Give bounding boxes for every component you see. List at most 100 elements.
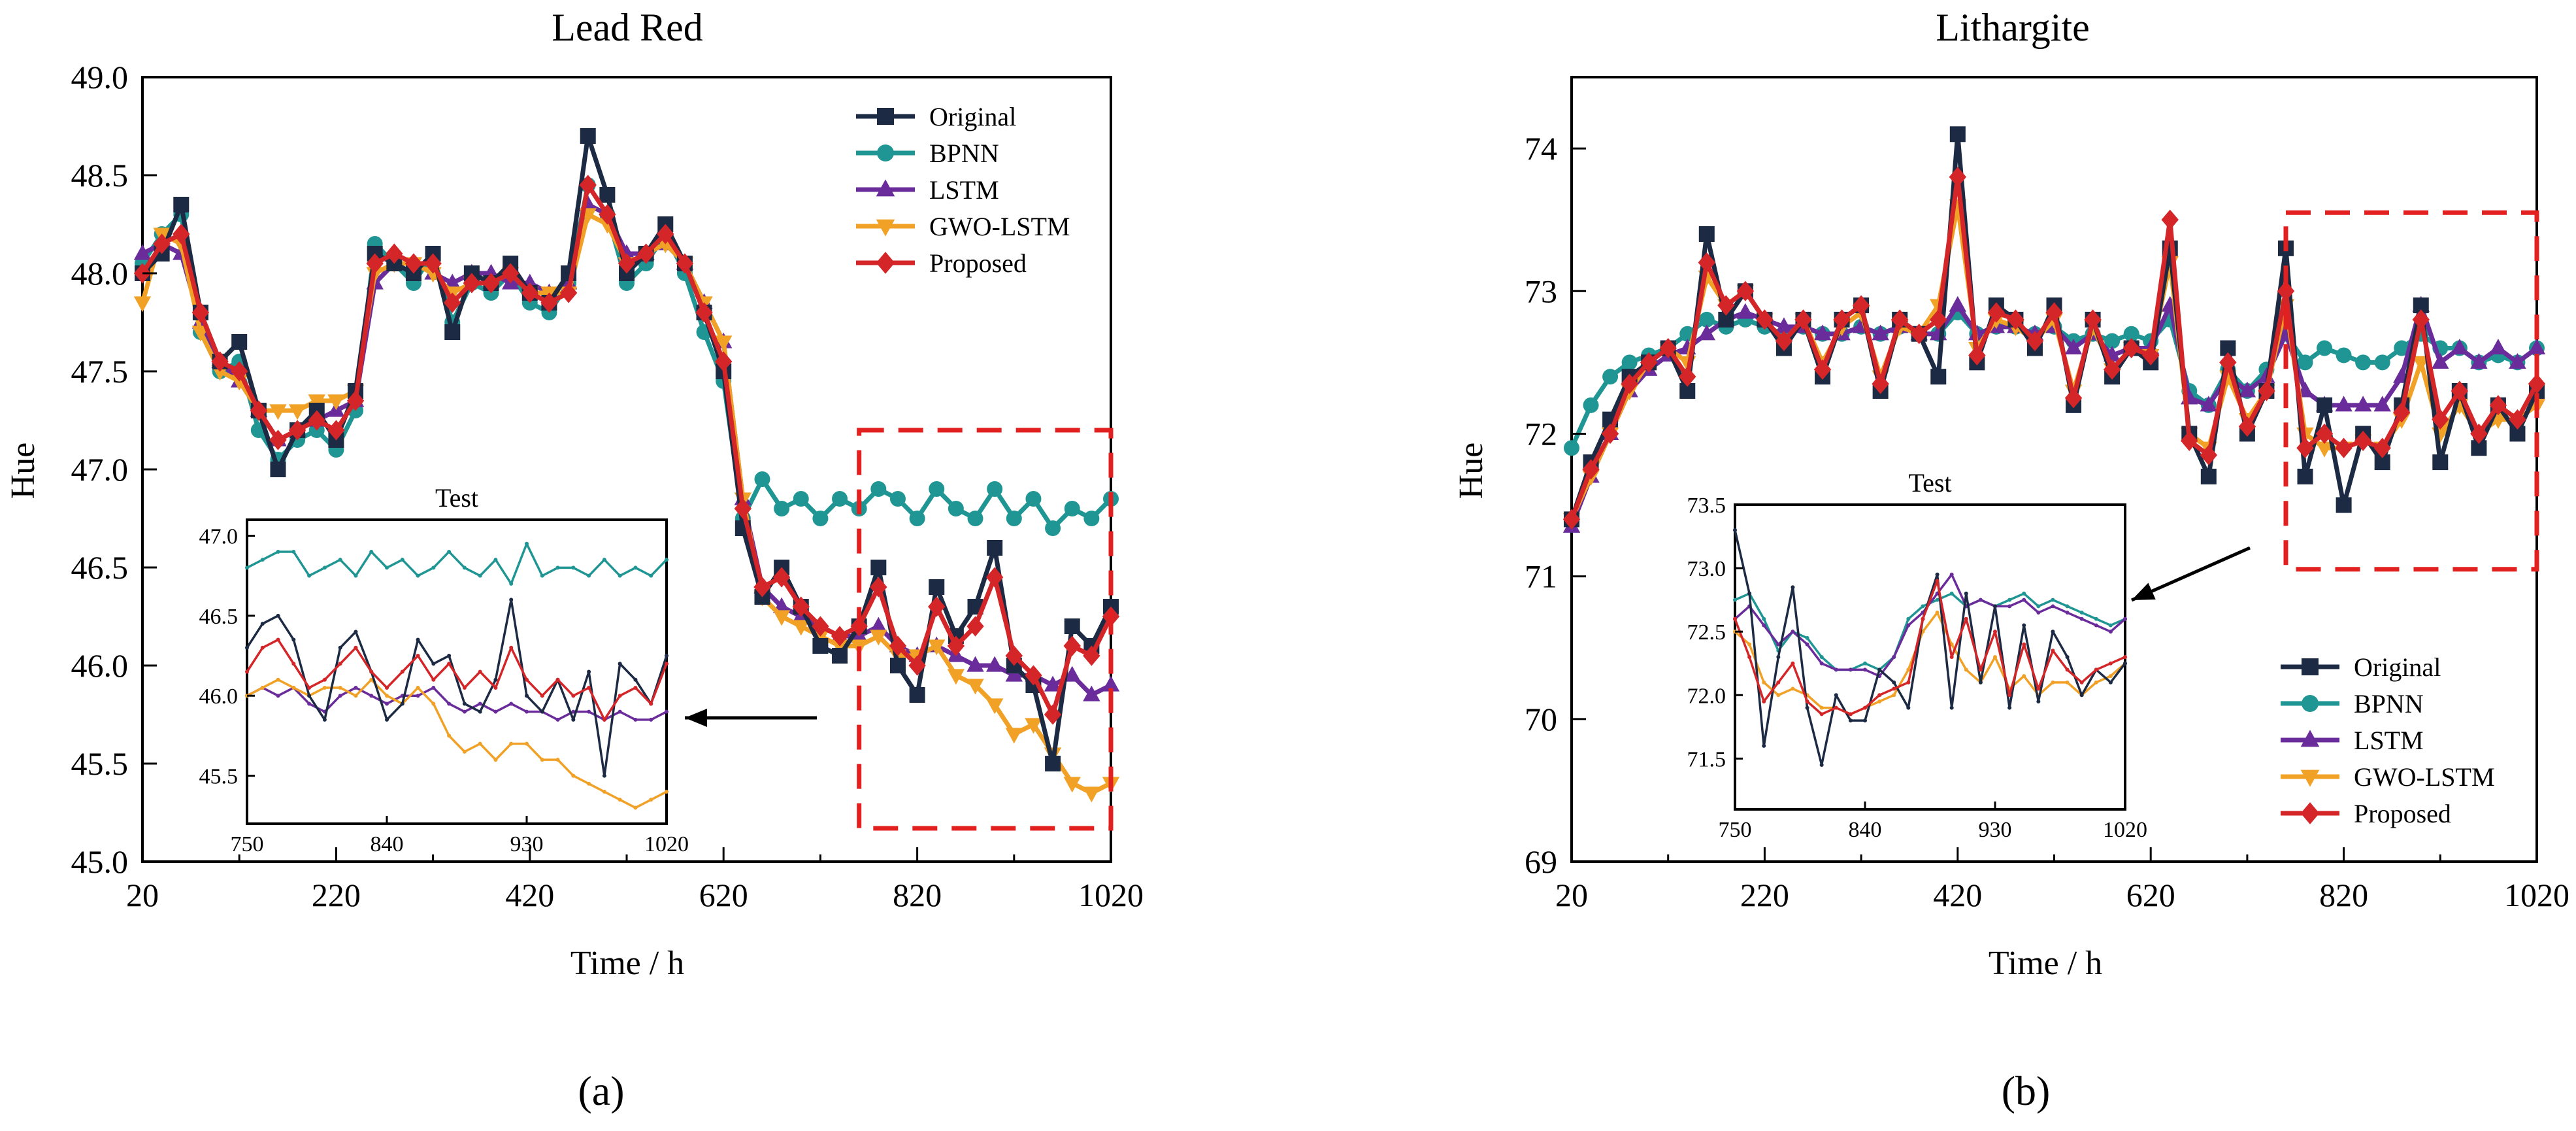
data-point [478, 709, 482, 714]
data-point [2051, 680, 2055, 684]
data-point [2297, 468, 2313, 484]
y-tick-label: 74 [1525, 130, 1557, 167]
data-point [1733, 616, 1737, 621]
data-point [1025, 491, 1042, 507]
data-point [1805, 699, 1809, 703]
data-point [2219, 352, 2237, 373]
data-point [947, 669, 965, 685]
data-point [1877, 699, 1882, 703]
data-point [1852, 295, 1870, 316]
data-point [1640, 352, 1658, 373]
data-point [2238, 381, 2256, 397]
data-point [1102, 675, 1120, 692]
data-point [338, 558, 342, 562]
data-point [665, 558, 669, 562]
data-point [1906, 680, 1911, 684]
series-line [1734, 611, 2126, 716]
data-point [1005, 666, 1023, 682]
data-point [2142, 345, 2160, 366]
data-point [571, 709, 576, 714]
x-tick-label: 750 [231, 832, 264, 856]
data-point [2489, 339, 2507, 355]
inset-title: Test [1908, 468, 1951, 498]
data-point [1025, 665, 1042, 686]
data-point [1791, 585, 1795, 590]
data-point [1747, 655, 1752, 659]
data-point [1698, 252, 1715, 273]
x-tick-label: 750 [1719, 818, 1752, 842]
data-point [889, 635, 907, 656]
data-point [1872, 324, 1889, 341]
data-point [462, 566, 467, 570]
data-point [555, 758, 560, 762]
data-point [618, 253, 636, 274]
data-point [2051, 649, 2055, 653]
pointer-arrow [685, 709, 817, 727]
data-point [525, 694, 529, 698]
data-point [587, 669, 591, 674]
data-point [832, 491, 848, 507]
data-point [291, 637, 296, 642]
data-point [966, 616, 984, 637]
data-point [555, 717, 560, 722]
data-point [633, 805, 638, 810]
data-point [2277, 280, 2295, 301]
data-point [967, 511, 983, 526]
legend-item-lstm: LSTM [856, 175, 999, 205]
x-tick-label: 840 [371, 832, 404, 856]
data-point [1776, 655, 1781, 659]
legend: Original BPNN LSTM GWO-LSTM Proposed [2281, 652, 2495, 828]
data-point [431, 685, 436, 690]
data-point [338, 662, 342, 666]
data-point [1698, 311, 1715, 328]
data-point [1906, 705, 1911, 710]
data-point [665, 790, 669, 794]
data-point [288, 404, 306, 420]
data-point [327, 394, 345, 411]
data-point [366, 253, 384, 274]
data-point [1819, 655, 1824, 659]
data-point [1064, 501, 1080, 516]
data-point [2373, 396, 2391, 412]
legend-label: BPNN [2354, 689, 2424, 718]
data-point [431, 566, 436, 570]
data-point [245, 566, 249, 570]
data-point [908, 655, 926, 676]
data-point [1698, 226, 1715, 242]
data-point [1987, 302, 2006, 323]
y-tick-label: 45.0 [71, 843, 129, 880]
x-tick-label: 930 [510, 832, 544, 856]
series-line [246, 638, 668, 721]
data-point [1083, 511, 1100, 526]
y-axis-title: Hue [5, 443, 42, 499]
data-point [1892, 693, 1896, 698]
data-point [2200, 396, 2218, 412]
series-proposed [1562, 167, 2546, 530]
data-point [602, 558, 606, 562]
data-point [1968, 345, 1986, 366]
data-point [462, 709, 467, 714]
data-point [2412, 309, 2430, 330]
data-point [618, 694, 622, 698]
data-point [211, 351, 229, 372]
panel-lithargite: Lithargite Hue Time / h (b) 20 220 420 620 8… [1453, 6, 2569, 1114]
data-point [812, 616, 829, 637]
y-tick-label: 45.5 [199, 765, 239, 789]
data-point [2297, 354, 2313, 371]
y-tick-label: 45.5 [71, 745, 129, 782]
data-point [493, 758, 498, 762]
data-point [2317, 340, 2333, 356]
data-point [1935, 579, 1940, 583]
data-point [889, 658, 906, 673]
data-point [1949, 591, 1954, 596]
data-point [2200, 468, 2217, 484]
data-point [447, 654, 452, 658]
legend-marker [877, 108, 894, 125]
data-point [260, 685, 265, 690]
data-point [792, 596, 810, 617]
x-tick-label: 1020 [644, 832, 689, 856]
data-point [1834, 693, 1838, 698]
data-point [2104, 333, 2121, 349]
data-point [2528, 339, 2546, 355]
data-point [540, 573, 544, 578]
